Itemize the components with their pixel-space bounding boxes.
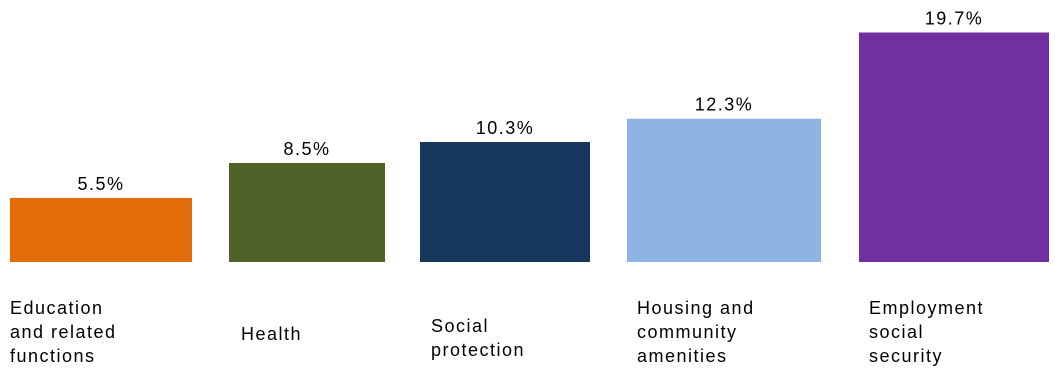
bar-2 [229,162,385,262]
bar-4 [627,118,821,262]
category-label-line: Health [241,324,302,344]
category-label-line: Housing and [637,298,755,318]
category-label-line: protection [431,340,525,360]
bar-5 [859,32,1049,263]
category-label: Education and related functions [10,298,117,366]
category-label-line: social [869,322,924,342]
category-label: Employment social security [869,298,984,366]
bar-value-label: 8.5% [283,139,330,159]
bar-value-label: 10.3% [476,118,535,138]
category-label: Housing and community amenities [637,298,755,366]
bar-value-label: 19.7% [925,8,984,28]
category-label-line: functions [10,346,96,366]
category-label-line: Social [431,316,489,336]
category-labels-group: Education and related functions Health Socia… [10,298,984,366]
category-label-line: and related [10,322,117,342]
category-label-line: Education [10,298,104,318]
category-label: Social protection [431,316,525,360]
value-labels-group: 5.5% 8.5% 10.3% 12.3% 19.7% [77,8,984,194]
category-label-line: amenities [637,346,728,366]
bar-3 [420,142,590,262]
bars-group [10,32,1049,263]
category-label-line: Employment [869,298,984,318]
bar-1 [10,197,192,262]
category-label: Health [241,324,302,344]
category-label-line: community [637,322,738,342]
category-label-line: security [869,346,943,366]
bar-value-label: 5.5% [77,174,124,194]
bar-value-label: 12.3% [695,95,754,115]
